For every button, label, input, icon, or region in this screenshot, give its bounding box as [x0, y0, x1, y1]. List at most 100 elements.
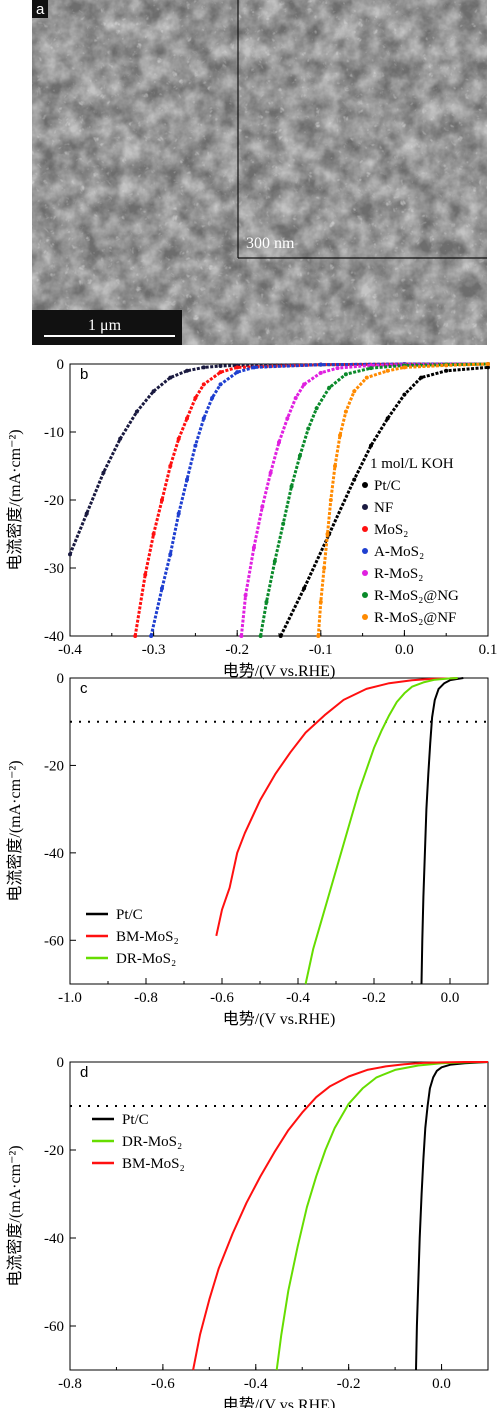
y-tick-label: -10 — [44, 425, 64, 441]
series-point — [193, 396, 198, 400]
scale-bar-label: 1 μm — [88, 317, 122, 334]
legend-label: MoS₂ — [374, 522, 408, 538]
x-tick-label: -0.4 — [286, 990, 310, 1006]
series-point — [343, 372, 348, 377]
series-point — [402, 365, 407, 370]
series-point — [218, 370, 223, 375]
series-point — [268, 470, 273, 475]
series-point — [193, 443, 198, 448]
series-point — [251, 365, 256, 370]
y-tick-label: -40 — [44, 1231, 64, 1247]
y-axis-title: 电流密度/(mA·cm⁻²) — [6, 1145, 24, 1286]
series-point — [293, 396, 298, 400]
series-point — [168, 375, 173, 380]
series-line — [415, 1061, 489, 1371]
x-tick-label: -0.2 — [362, 990, 386, 1006]
series-point — [84, 511, 89, 516]
legend-marker — [362, 592, 368, 598]
legend-label: DR-MoS₂ — [122, 1134, 182, 1150]
series-point — [318, 370, 323, 375]
series-line — [192, 1061, 488, 1371]
series-point — [218, 382, 223, 387]
series-point — [264, 600, 269, 604]
series-point — [159, 586, 164, 591]
legend-label: BM-MoS₂ — [116, 929, 179, 945]
x-tick-label: -0.4 — [58, 642, 82, 658]
y-tick-label: -20 — [44, 1143, 64, 1159]
series-point — [235, 365, 240, 370]
panel-b-chart: -0.4 -0.3 -0.2 -0.1 0.0 0.1 0 -10 -20 -30 -40 电势/(V… — [6, 357, 497, 680]
x-tick-label: -0.4 — [244, 1376, 268, 1392]
series-point — [260, 504, 265, 509]
panel-letter: d — [80, 1064, 88, 1081]
series-point — [486, 365, 490, 370]
scale-bar-box — [32, 310, 182, 345]
series-point — [201, 365, 206, 370]
x-axis-title: 电势/(V vs.RHE) — [223, 1010, 336, 1028]
panel-d-chart: -0.8 -0.6 -0.4 -0.2 0.0 0 -20 -40 -60 电势/(V vs.RH… — [6, 1055, 489, 1408]
sem-texture-fine — [32, 0, 487, 345]
series-point — [343, 409, 348, 414]
legend-label: BM-MoS₂ — [122, 1156, 185, 1172]
series-point — [258, 634, 263, 638]
x-tick-label: -1.0 — [58, 990, 82, 1006]
series-point — [149, 634, 154, 638]
series-point — [318, 362, 323, 367]
x-tick-label: 0.0 — [441, 990, 460, 1006]
plot-frame — [69, 1061, 489, 1371]
x-tick-label: -0.2 — [225, 642, 249, 658]
series-line — [304, 677, 458, 985]
x-tick-label: 0.1 — [479, 642, 498, 658]
series-point — [159, 498, 164, 502]
series-point — [327, 385, 332, 390]
series-point — [68, 552, 72, 557]
legend-marker — [362, 548, 368, 554]
series-point — [318, 600, 323, 604]
legend-marker — [362, 504, 368, 510]
series-point — [333, 464, 338, 468]
series-point — [285, 416, 290, 421]
inset-scale-label: 300 nm — [246, 235, 295, 252]
y-tick-label: 0 — [57, 357, 65, 373]
panel-letter-bg — [32, 0, 48, 18]
x-tick-label: -0.6 — [151, 1376, 175, 1392]
y-tick-label: 0 — [57, 671, 65, 687]
series-point — [444, 363, 449, 368]
series-point — [176, 511, 181, 516]
x-tick-label: 0.0 — [395, 642, 414, 658]
legend-label: Pt/C — [122, 1112, 149, 1128]
series-line — [239, 362, 489, 637]
series-point — [176, 436, 181, 441]
series-point — [385, 368, 390, 373]
y-tick-label: -20 — [44, 493, 64, 509]
series-point — [281, 521, 286, 526]
panel-letter-a: a — [36, 1, 45, 18]
panel-letter: c — [80, 680, 88, 697]
x-tick-label: -0.1 — [309, 642, 333, 658]
series-point — [134, 409, 139, 414]
series-point — [297, 453, 302, 458]
legend-label: DR-MoS₂ — [116, 951, 176, 967]
x-tick-label: -0.3 — [142, 642, 166, 658]
series-line — [259, 362, 489, 637]
panel-letter: b — [80, 366, 88, 383]
series-point — [235, 370, 240, 375]
legend-label: NF — [374, 500, 393, 516]
series-point — [151, 532, 156, 536]
legend-label: A-MoS₂ — [374, 544, 424, 560]
series-point — [151, 389, 156, 394]
series-point — [289, 484, 294, 489]
series-point — [185, 416, 190, 421]
series-point — [168, 464, 173, 468]
y-tick-label: -30 — [44, 561, 64, 577]
series-point — [278, 634, 283, 638]
series-point — [239, 634, 244, 638]
panel-c-chart: -1.0 -0.8 -0.6 -0.4 -0.2 0.0 0 -20 -40 -60 电势/(V v… — [6, 671, 489, 1028]
y-axis-title: 电流密度/(mA·cm⁻²) — [6, 760, 24, 901]
series-line — [316, 362, 489, 637]
y-tick-label: -40 — [44, 629, 64, 645]
legend-marker — [362, 526, 368, 532]
legend-title: 1 mol/L KOH — [370, 456, 454, 472]
series-line — [275, 1061, 489, 1371]
